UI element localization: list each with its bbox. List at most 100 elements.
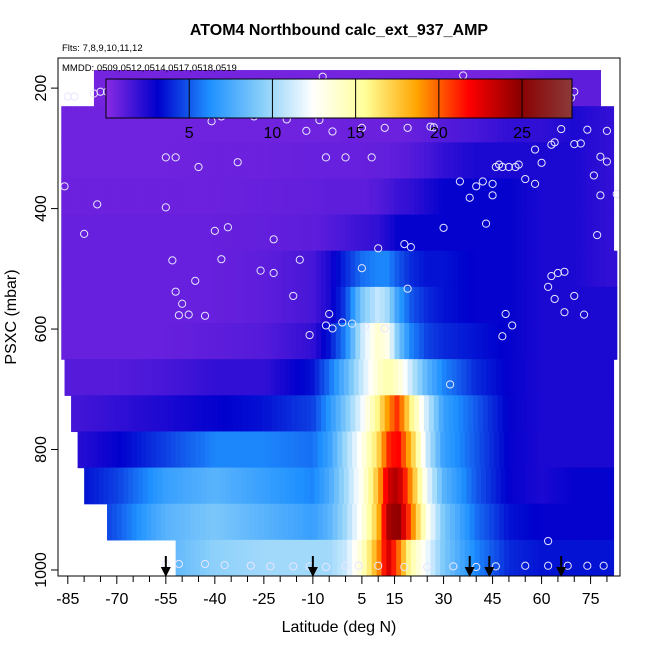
cloud-point — [544, 536, 553, 546]
heat-cell — [144, 178, 151, 216]
heat-cell — [392, 359, 399, 396]
heat-cell — [363, 359, 370, 396]
heat-cell — [218, 178, 224, 216]
heat-cell — [371, 539, 378, 576]
heat-cell — [90, 106, 97, 143]
heat-cell — [384, 214, 391, 252]
cloud-point — [599, 561, 608, 570]
heat-cell — [178, 250, 185, 288]
heat-cell — [507, 142, 513, 180]
heat-cell — [389, 395, 396, 433]
heat-cell — [242, 106, 249, 143]
heat-cell — [316, 214, 322, 252]
heat-cell — [355, 106, 361, 143]
heat-cell — [590, 250, 597, 288]
heat-cell — [512, 395, 518, 433]
heat-cell — [379, 286, 386, 324]
heat-cell — [105, 142, 111, 180]
heat-cell — [198, 395, 205, 433]
heat-cell — [350, 286, 356, 324]
heat-cell — [523, 503, 530, 541]
heat-cell — [213, 286, 219, 324]
heat-cell — [468, 395, 474, 433]
heat-cell — [340, 286, 347, 324]
heat-cell — [139, 106, 146, 143]
heat-cell — [585, 323, 592, 360]
heat-cell — [399, 106, 405, 143]
heat-cell — [587, 503, 593, 541]
heat-cell — [278, 431, 285, 469]
heat-cell — [178, 214, 185, 252]
heat-cell — [595, 250, 601, 288]
cloud-point — [321, 153, 331, 162]
cloud-point — [325, 309, 334, 319]
heat-cell — [472, 178, 479, 216]
heat-cell — [551, 142, 557, 180]
heat-cell — [574, 467, 580, 505]
heat-cell — [247, 323, 254, 360]
heat-cell — [183, 214, 190, 252]
heat-cell — [283, 539, 289, 576]
heat-cell — [169, 214, 175, 252]
heat-cell — [75, 250, 82, 288]
heat-cell — [123, 359, 129, 396]
colorbar-tick-label: 20 — [430, 125, 448, 142]
heat-cell — [239, 503, 245, 541]
heat-cell — [321, 214, 327, 252]
heat-cell — [79, 359, 85, 396]
heat-cell — [322, 503, 329, 541]
heat-cell — [149, 286, 155, 324]
heat-cell — [595, 142, 601, 180]
heat-cell — [321, 286, 327, 324]
heat-cell — [580, 142, 587, 180]
heat-cell — [394, 178, 401, 216]
heat-cell — [383, 359, 389, 396]
cloud-point — [70, 92, 79, 101]
heat-cell — [165, 503, 172, 541]
heat-cell — [517, 178, 523, 216]
heat-cell — [111, 503, 118, 541]
cloud-point — [472, 182, 481, 191]
heat-cell — [404, 142, 410, 180]
heat-cell — [575, 106, 582, 143]
heat-cell — [420, 539, 427, 576]
heat-cell — [521, 286, 528, 324]
heat-cell — [172, 467, 178, 505]
heat-cell — [154, 395, 160, 433]
heat-cell — [551, 286, 557, 324]
heat-cell — [417, 467, 423, 505]
heat-cell — [585, 106, 592, 143]
heat-cell — [419, 214, 425, 252]
heat-cell — [531, 323, 538, 360]
heat-cell — [549, 467, 556, 505]
heat-cell — [232, 250, 239, 288]
heat-cell — [267, 106, 273, 143]
heat-cell — [466, 359, 472, 396]
heat-cell — [273, 539, 280, 576]
heat-cell — [448, 250, 454, 288]
heat-cell — [513, 503, 520, 541]
heat-cell — [521, 178, 528, 216]
heat-cell — [376, 539, 383, 576]
heat-cell — [262, 250, 268, 288]
heat-cell — [379, 395, 386, 433]
heat-cell — [296, 286, 303, 324]
heat-cell — [265, 359, 271, 396]
heat-cell — [142, 359, 149, 396]
heat-cell — [579, 467, 585, 505]
heat-cell — [245, 467, 252, 505]
heat-cell — [366, 431, 373, 469]
heat-cell — [242, 286, 249, 324]
heat-cell — [535, 359, 541, 396]
heat-cell — [482, 106, 489, 143]
cloud-point — [472, 562, 481, 572]
heat-cell — [580, 286, 587, 324]
heat-cell — [350, 323, 356, 360]
heat-cell — [268, 503, 275, 541]
heat-cell — [227, 395, 234, 433]
heat-cell — [407, 359, 414, 396]
heat-cell — [149, 106, 155, 143]
heat-cell — [203, 214, 209, 252]
heat-cell — [209, 539, 216, 576]
heat-cell — [561, 178, 567, 216]
